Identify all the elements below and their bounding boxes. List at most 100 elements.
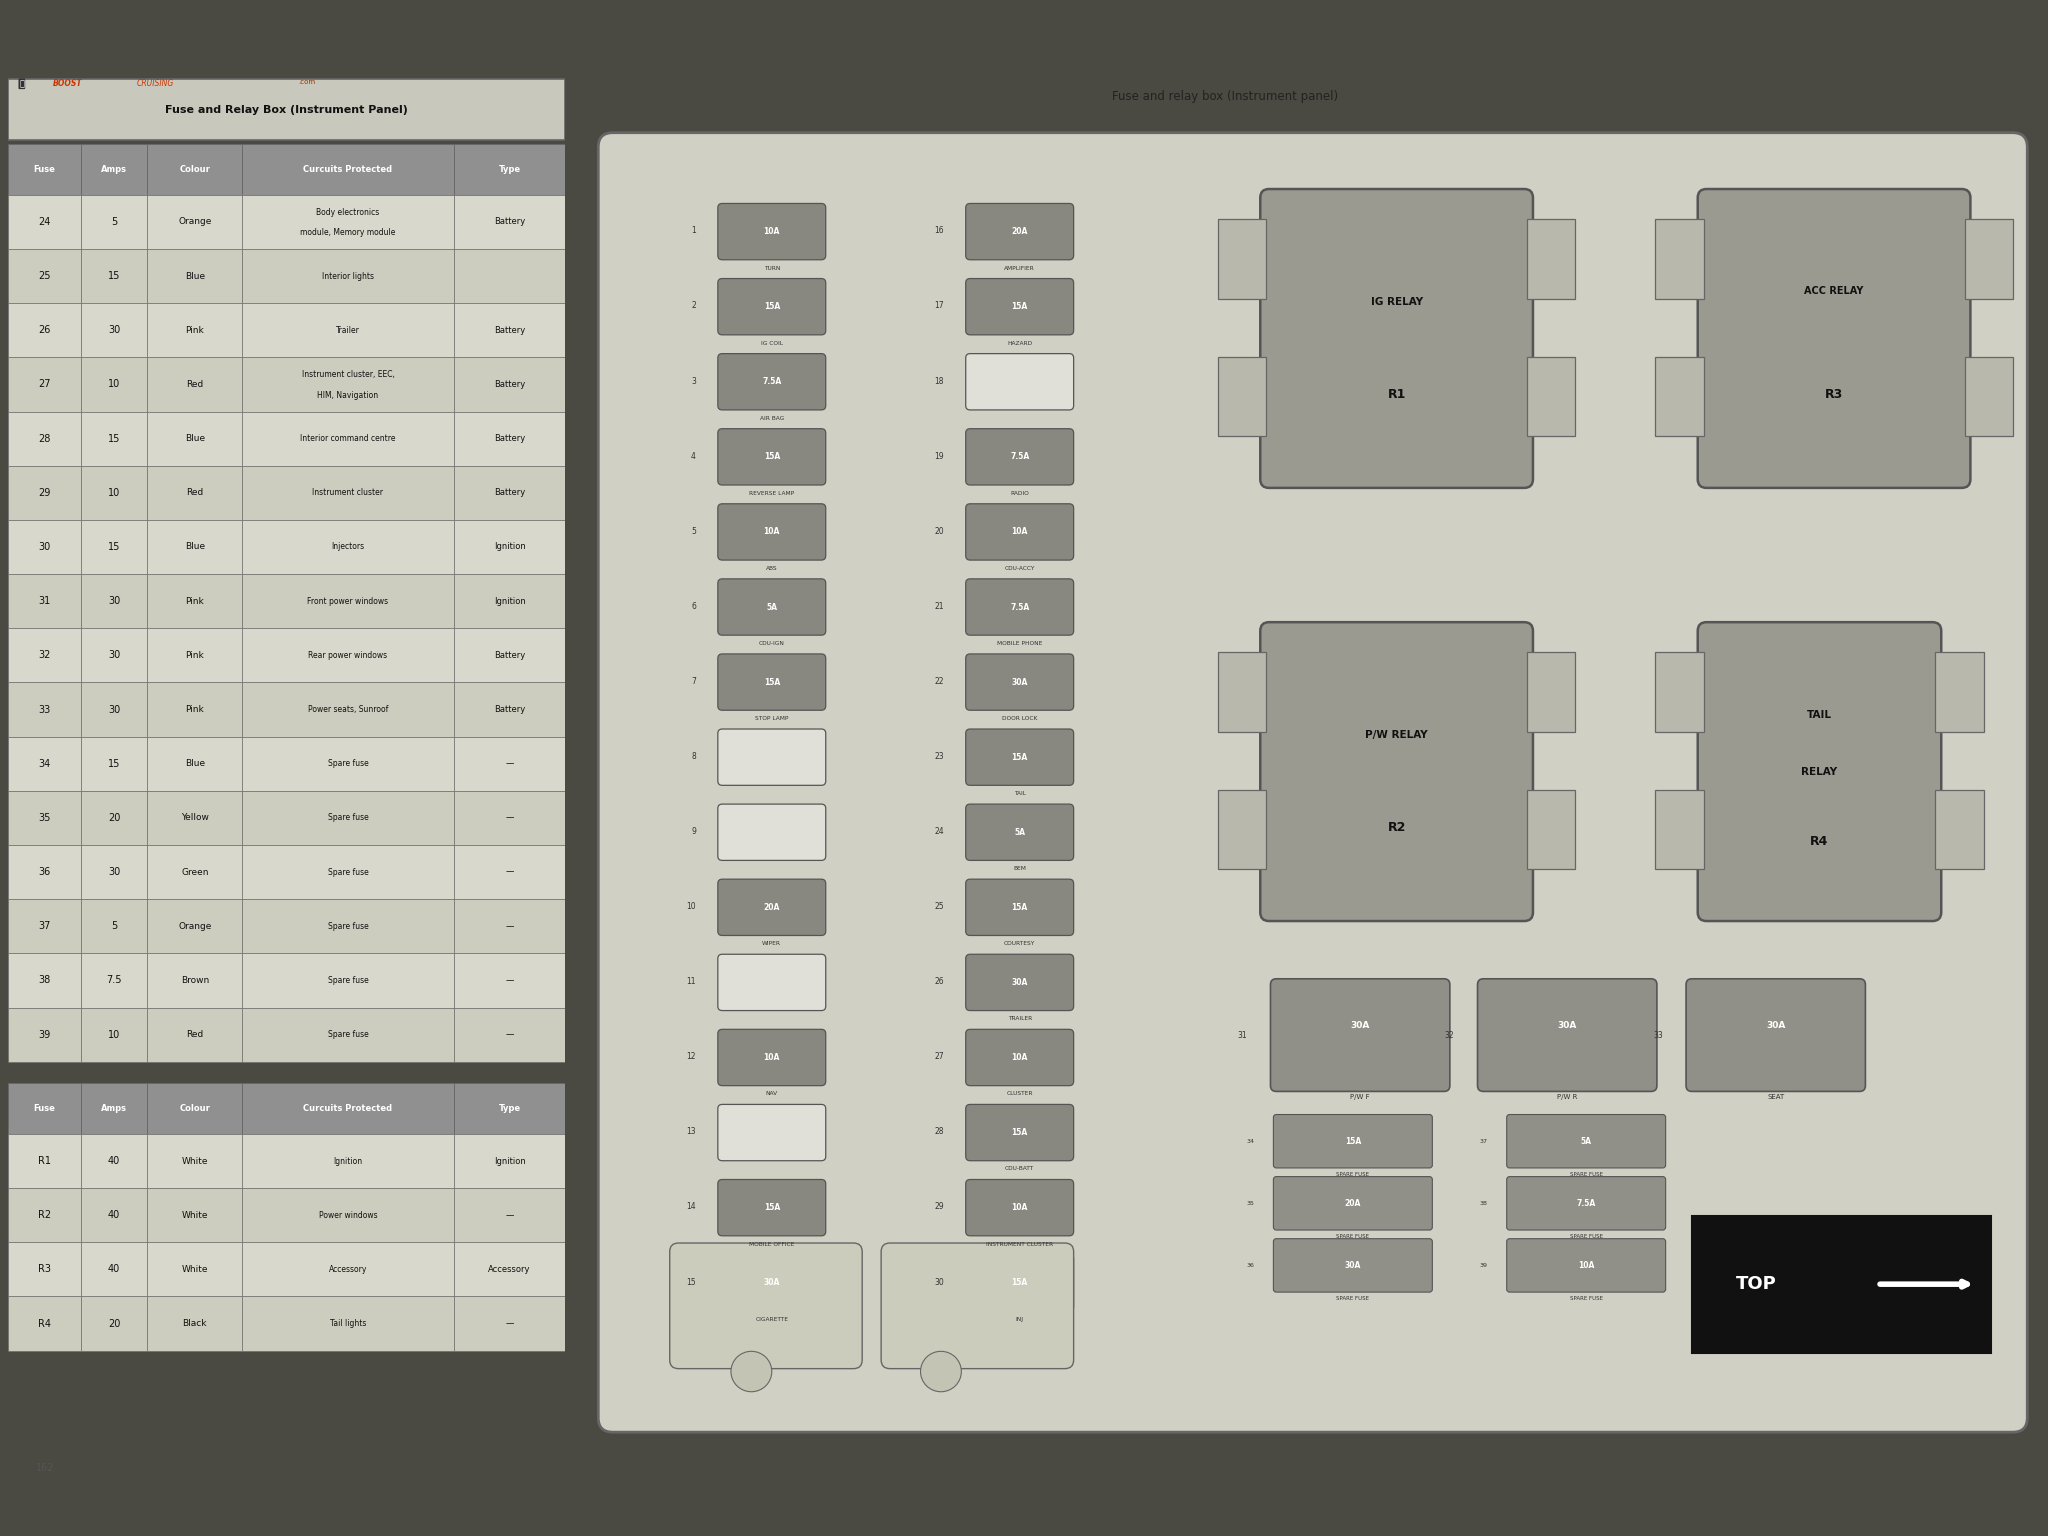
Text: 10A: 10A (1579, 1261, 1593, 1270)
FancyBboxPatch shape (967, 203, 1073, 260)
FancyBboxPatch shape (967, 879, 1073, 935)
Text: 20: 20 (109, 813, 121, 823)
FancyBboxPatch shape (967, 1255, 1073, 1310)
Bar (1528, 790, 1575, 869)
FancyBboxPatch shape (1274, 1115, 1432, 1167)
Text: 5A: 5A (1014, 828, 1026, 837)
Text: P/W RELAY: P/W RELAY (1366, 730, 1427, 740)
Text: TRAILER: TRAILER (1008, 1017, 1032, 1021)
Bar (242, 195, 455, 249)
Text: RADIO: RADIO (1010, 492, 1028, 496)
Text: 5: 5 (690, 527, 696, 536)
Bar (455, 737, 565, 791)
Text: Orange: Orange (178, 218, 211, 226)
Text: Type: Type (498, 1104, 520, 1114)
Bar (242, 465, 455, 519)
Bar (455, 899, 565, 954)
Bar (455, 412, 565, 465)
FancyBboxPatch shape (719, 504, 825, 561)
FancyBboxPatch shape (719, 353, 825, 410)
Text: 15A: 15A (1012, 903, 1028, 912)
Text: 30: 30 (109, 705, 121, 714)
Text: 25: 25 (39, 270, 51, 281)
Text: BEM: BEM (1014, 866, 1026, 871)
FancyBboxPatch shape (967, 1104, 1073, 1161)
Bar (455, 1008, 565, 1061)
Text: CDU-IGN: CDU-IGN (760, 641, 784, 647)
Text: 31: 31 (1237, 1031, 1247, 1040)
Bar (455, 791, 565, 845)
Text: 40: 40 (109, 1157, 121, 1166)
Text: R1: R1 (1386, 389, 1405, 401)
Bar (242, 144, 455, 195)
Bar (80, 1083, 147, 1134)
Bar (8, 628, 80, 682)
Text: 25: 25 (934, 902, 944, 911)
Bar (80, 899, 147, 954)
Text: 26: 26 (934, 977, 944, 986)
Text: 22: 22 (934, 677, 944, 687)
Text: CRUISING: CRUISING (137, 80, 174, 88)
Text: 28: 28 (934, 1127, 944, 1137)
Text: Instrument cluster, EEC,: Instrument cluster, EEC, (301, 370, 395, 379)
Bar (455, 628, 565, 682)
Text: 5: 5 (111, 922, 117, 931)
Text: 30: 30 (39, 542, 51, 551)
Bar (147, 465, 242, 519)
Bar (455, 574, 565, 628)
Text: Battery: Battery (494, 651, 524, 660)
Bar (1528, 653, 1575, 733)
Text: Front power windows: Front power windows (307, 596, 389, 605)
Text: DOOR LOCK: DOOR LOCK (1001, 716, 1038, 720)
Bar (80, 954, 147, 1008)
Text: 30: 30 (109, 650, 121, 660)
Text: Spare fuse: Spare fuse (328, 922, 369, 931)
Bar (80, 845, 147, 899)
Bar (147, 1243, 242, 1296)
Text: 17: 17 (934, 301, 944, 310)
FancyBboxPatch shape (719, 654, 825, 710)
FancyBboxPatch shape (670, 1243, 862, 1369)
Text: 30A: 30A (1012, 978, 1028, 988)
Text: 33: 33 (39, 705, 51, 714)
Text: 15: 15 (109, 542, 121, 551)
Text: 15: 15 (109, 759, 121, 768)
Text: Accessory: Accessory (487, 1266, 530, 1273)
FancyBboxPatch shape (967, 654, 1073, 710)
Text: Injectors: Injectors (332, 542, 365, 551)
FancyBboxPatch shape (1477, 978, 1657, 1092)
Text: 21: 21 (934, 602, 944, 611)
Text: Green: Green (180, 868, 209, 877)
Bar (455, 249, 565, 303)
Bar (8, 737, 80, 791)
Text: 15A: 15A (1346, 1137, 1362, 1146)
FancyBboxPatch shape (719, 579, 825, 636)
Text: HIM, Navigation: HIM, Navigation (317, 390, 379, 399)
Text: Amps: Amps (100, 164, 127, 174)
Bar (80, 519, 147, 574)
Bar (455, 519, 565, 574)
Text: Ignition: Ignition (494, 1157, 526, 1166)
Bar (80, 1134, 147, 1189)
Text: Body electronics: Body electronics (315, 207, 379, 217)
Bar (1655, 790, 1704, 869)
FancyBboxPatch shape (719, 879, 825, 935)
Text: 32: 32 (1444, 1031, 1454, 1040)
Text: 29: 29 (39, 488, 51, 498)
Text: 5A: 5A (766, 602, 778, 611)
Text: COURTESY: COURTESY (1004, 942, 1036, 946)
Text: CDU-ACCY: CDU-ACCY (1004, 565, 1034, 571)
Text: 40: 40 (109, 1210, 121, 1220)
Text: 30: 30 (109, 596, 121, 607)
Text: 8: 8 (692, 753, 696, 760)
Bar (8, 1083, 80, 1134)
Text: 30A: 30A (1765, 1020, 1786, 1029)
Bar (8, 1008, 80, 1061)
Text: 34: 34 (39, 759, 51, 768)
Text: Battery: Battery (494, 705, 524, 714)
Text: Ignition: Ignition (334, 1157, 362, 1166)
Text: 28: 28 (39, 433, 51, 444)
FancyBboxPatch shape (598, 132, 2028, 1432)
Text: HAZARD: HAZARD (1008, 341, 1032, 346)
Text: —: — (506, 922, 514, 931)
